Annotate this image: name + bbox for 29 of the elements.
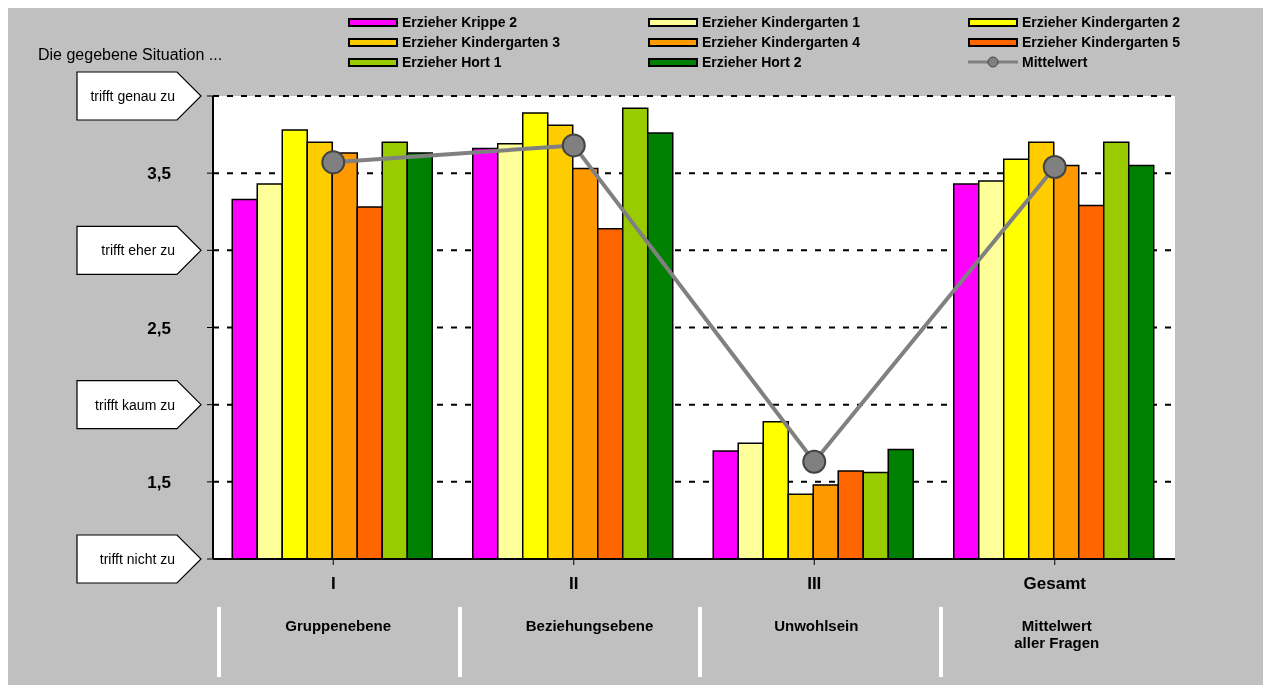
y-tick-label: 2,5: [147, 318, 171, 338]
text: Unwohlsein: [773, 617, 860, 634]
y-tick-label: 3,5: [147, 164, 171, 184]
y-tick-label: trifft kaum zu: [94, 395, 175, 415]
text: Gruppenebene: [285, 617, 392, 634]
y-tick-label: trifft genau zu: [89, 87, 175, 106]
point: [802, 449, 827, 474]
text: Beziehungsebene: [525, 617, 654, 634]
x-tick-label: II: [569, 574, 579, 593]
point: [321, 150, 346, 175]
legend-label: Erzieher Hort 2: [702, 54, 802, 70]
x-tick-label: I: [330, 574, 336, 593]
x-tick-label: III: [807, 574, 822, 593]
y-tick-label: 1,5: [147, 472, 171, 492]
legend-label: Erzieher Kindergarten 1: [702, 14, 860, 30]
legend-label: Erzieher Kindergarten 2: [1022, 14, 1180, 30]
legend-label: Erzieher Kindergarten 5: [1022, 34, 1180, 50]
x-tick-label: Gesamt: [1023, 574, 1087, 593]
point: [1042, 154, 1067, 179]
legend-label: Mittelwert: [1022, 54, 1088, 70]
legend-label: Erzieher Hort 1: [402, 54, 502, 70]
text: Mittelwert aller Fragen: [1013, 617, 1101, 651]
point: [561, 133, 586, 158]
legend-label: Erzieher Kindergarten 3: [402, 34, 560, 50]
text: Die gegebene Situation ...: [38, 46, 223, 64]
legend-label: Erzieher Krippe 2: [402, 14, 518, 30]
y-tick-label: trifft nicht zu: [98, 550, 175, 569]
legend-label: Erzieher Kindergarten 4: [702, 34, 860, 50]
y-tick-label: trifft eher zu: [100, 241, 175, 261]
